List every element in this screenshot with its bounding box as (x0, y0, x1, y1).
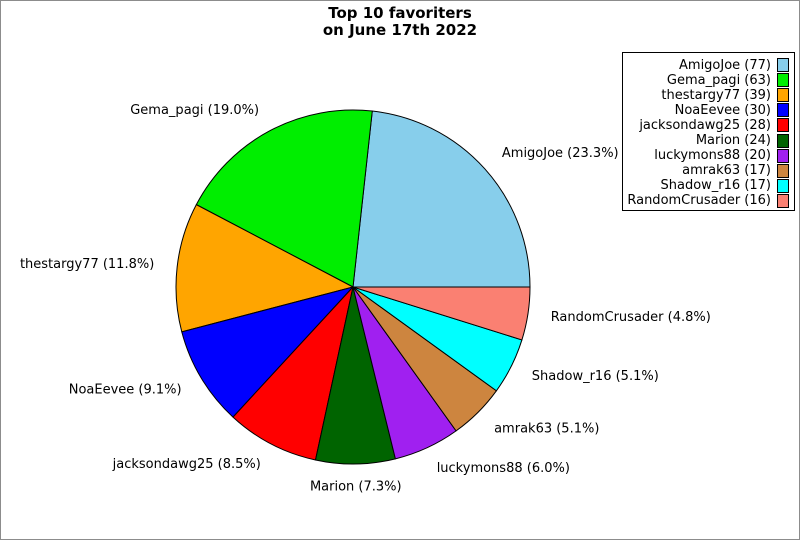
pie-label-AmigoJoe: AmigoJoe (23.3%) (502, 146, 619, 161)
chart-title: Top 10 favoriters on June 17th 2022 (1, 5, 799, 39)
legend: AmigoJoe (77) Gema_pagi (63) thestargy77 (… (622, 52, 795, 211)
pie-label-amrak63: amrak63 (5.1%) (494, 421, 599, 436)
legend-item-NoaEevee: NoaEevee (30) (625, 103, 789, 118)
pie-slice-NoaEevee (181, 286, 354, 418)
legend-item-label: NoaEevee (30) (674, 102, 771, 118)
legend-item-label: Marion (24) (695, 133, 771, 149)
pie-label-luckymons88: luckymons88 (6.0%) (437, 461, 570, 476)
pie-label-NoaEevee: NoaEevee (9.1%) (69, 383, 182, 398)
pie-label-RandomCrusader: RandomCrusader (4.8%) (551, 310, 711, 325)
legend-color-swatch (777, 103, 789, 118)
legend-color-swatch (777, 133, 789, 148)
legend-item-jacksondawg25: jacksondawg25 (28) (625, 118, 789, 133)
legend-color-swatch (777, 148, 789, 163)
pie-slice-Gema_pagi (195, 109, 373, 288)
legend-color-swatch (777, 163, 789, 178)
legend-item-label: Gema_pagi (63) (666, 72, 771, 88)
legend-item-label: AmigoJoe (77) (679, 57, 771, 73)
legend-item-Gema_pagi: Gema_pagi (63) (625, 73, 789, 88)
legend-color-swatch (777, 118, 789, 133)
pie-slice-thestargy77 (175, 204, 354, 333)
pie-label-Shadow_r16: Shadow_r16 (5.1%) (532, 369, 659, 384)
legend-color-swatch (777, 193, 789, 208)
pie-label-jacksondawg25: jacksondawg25 (8.5%) (112, 457, 261, 472)
legend-color-swatch (777, 73, 789, 88)
chart-title-line1: Top 10 favoriters (328, 4, 472, 22)
pie-slice-jacksondawg25 (232, 286, 354, 461)
pie-slice-AmigoJoe (352, 110, 531, 288)
pie-label-Marion: Marion (7.3%) (310, 480, 402, 495)
legend-item-thestargy77: thestargy77 (39) (625, 88, 789, 103)
legend-item-AmigoJoe: AmigoJoe (77) (625, 58, 789, 73)
legend-item-amrak63: amrak63 (17) (625, 163, 789, 178)
legend-color-swatch (777, 58, 789, 73)
pie-slice-RandomCrusader (352, 286, 531, 341)
legend-item-luckymons88: luckymons88 (20) (625, 148, 789, 163)
legend-item-label: amrak63 (17) (682, 163, 771, 179)
legend-color-swatch (777, 88, 789, 103)
legend-color-swatch (777, 178, 789, 193)
legend-item-Shadow_r16: Shadow_r16 (17) (625, 178, 789, 193)
legend-item-label: jacksondawg25 (28) (639, 117, 771, 133)
chart-title-line2: on June 17th 2022 (322, 21, 478, 39)
pie-label-Gema_pagi: Gema_pagi (19.0%) (130, 103, 259, 118)
legend-item-Marion: Marion (24) (625, 133, 789, 148)
pie-label-thestargy77: thestargy77 (11.8%) (20, 257, 154, 272)
legend-item-label: thestargy77 (39) (661, 87, 771, 103)
legend-item-label: luckymons88 (20) (654, 148, 771, 164)
legend-item-RandomCrusader: RandomCrusader (16) (625, 193, 789, 208)
legend-item-label: Shadow_r16 (17) (660, 178, 772, 194)
legend-item-label: RandomCrusader (16) (627, 193, 771, 209)
